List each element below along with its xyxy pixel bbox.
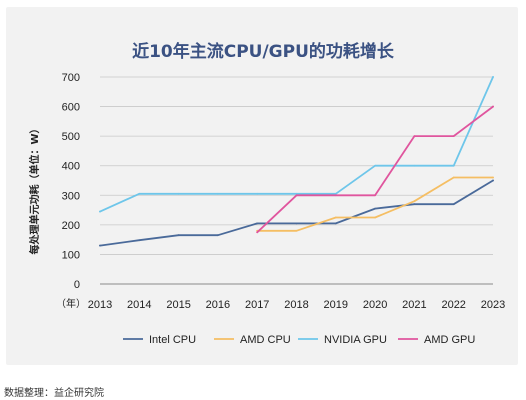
data-point-nvidia-gpu-2020 [374, 164, 376, 167]
x-axis-prefix: （年） [56, 297, 86, 310]
series-line-nvidia-gpu [99, 76, 494, 213]
data-point-intel-cpu-2019 [334, 222, 337, 225]
series-line-amd-gpu [256, 105, 494, 234]
data-point-amd-cpu-2018 [295, 229, 298, 232]
data-point-nvidia-gpu-2021 [413, 164, 416, 167]
data-point-intel-cpu-2022 [452, 203, 455, 206]
data-point-nvidia-gpu-2018 [295, 192, 298, 195]
y-tick-label-300: 300 [62, 190, 80, 202]
y-tick-label-600: 600 [62, 102, 80, 114]
x-tick-label-2013: 2013 [88, 299, 112, 311]
legend-label-intel-cpu: Intel CPU [149, 334, 196, 346]
data-point-intel-cpu-2014 [138, 239, 141, 242]
data-point-intel-cpu-2018 [295, 222, 298, 225]
data-point-nvidia-gpu-2015 [177, 192, 180, 195]
chart-title: 近10年主流CPU/GPU的功耗增长 [132, 41, 395, 62]
data-point-intel-cpu-2021 [413, 203, 416, 206]
source-note: 数据整理：益企研究院 [4, 384, 104, 399]
data-point-intel-cpu-2020 [374, 207, 376, 210]
data-point-intel-cpu-2013 [99, 244, 101, 247]
x-tick-label-2018: 2018 [284, 299, 308, 311]
x-tick-label-2015: 2015 [166, 299, 190, 311]
y-axis-label: 每处理单元功耗（单位：W） [28, 123, 41, 254]
data-point-amd-gpu-2020 [374, 194, 376, 197]
y-tick-label-0: 0 [74, 279, 80, 291]
data-point-intel-cpu-2023 [492, 179, 494, 182]
x-tick-label-2014: 2014 [127, 299, 151, 311]
x-tick-label-2019: 2019 [324, 299, 348, 311]
data-point-amd-gpu-2019 [334, 194, 337, 197]
x-tick-label-2021: 2021 [402, 299, 426, 311]
y-tick-label-400: 400 [62, 161, 80, 173]
y-tick-label-500: 500 [62, 131, 80, 143]
data-point-amd-gpu-2018 [295, 194, 298, 197]
y-tick-label-700: 700 [62, 72, 80, 84]
data-point-nvidia-gpu-2016 [217, 192, 219, 195]
data-point-amd-cpu-2020 [374, 216, 376, 219]
legend: Intel CPU AMD CPU NVIDIA GPU AMD GPU [123, 334, 475, 346]
data-point-amd-cpu-2021 [413, 200, 416, 203]
data-point-nvidia-gpu-2019 [334, 192, 337, 195]
line-chart: 0 100 200 300 400 500 600 700 （年） 2013 2014 2015 201… [28, 41, 505, 346]
legend-label-amd-cpu: AMD CPU [240, 334, 291, 346]
y-tick-label-200: 200 [62, 220, 80, 232]
x-tick-label-2020: 2020 [363, 299, 387, 311]
x-tick-label-2022: 2022 [441, 299, 465, 311]
data-point-nvidia-gpu-2022 [452, 164, 455, 167]
data-point-amd-gpu-2017 [256, 231, 259, 234]
x-tick-label-2017: 2017 [245, 299, 269, 311]
data-point-intel-cpu-2017 [256, 222, 259, 225]
data-point-nvidia-gpu-2014 [138, 192, 141, 195]
data-point-amd-cpu-2023 [492, 176, 494, 179]
data-point-amd-gpu-2021 [413, 135, 416, 138]
x-tick-label-2016: 2016 [206, 299, 230, 311]
y-tick-label-100: 100 [62, 249, 80, 261]
source-label: 数据整理： [4, 388, 54, 399]
tick-labels: 0 100 200 300 400 500 600 700 （年） 2013 2014 2015 201… [56, 72, 505, 311]
legend-label-nvidia-gpu: NVIDIA GPU [324, 334, 387, 346]
x-tick-label-2023: 2023 [481, 299, 505, 311]
series-lines [99, 76, 494, 247]
data-point-amd-gpu-2023 [492, 105, 494, 108]
data-point-nvidia-gpu-2013 [99, 210, 101, 213]
data-point-intel-cpu-2016 [217, 234, 219, 237]
chart-card: 0 100 200 300 400 500 600 700 （年） 2013 2014 2015 201… [6, 7, 518, 365]
data-point-nvidia-gpu-2023 [492, 76, 494, 78]
legend-label-amd-gpu: AMD GPU [424, 334, 475, 346]
source-name: 益企研究院 [54, 388, 104, 399]
data-point-intel-cpu-2015 [177, 234, 180, 237]
data-point-amd-cpu-2022 [452, 176, 455, 179]
data-point-nvidia-gpu-2017 [256, 192, 259, 195]
data-point-amd-gpu-2022 [452, 135, 455, 138]
data-point-amd-cpu-2019 [334, 216, 337, 219]
